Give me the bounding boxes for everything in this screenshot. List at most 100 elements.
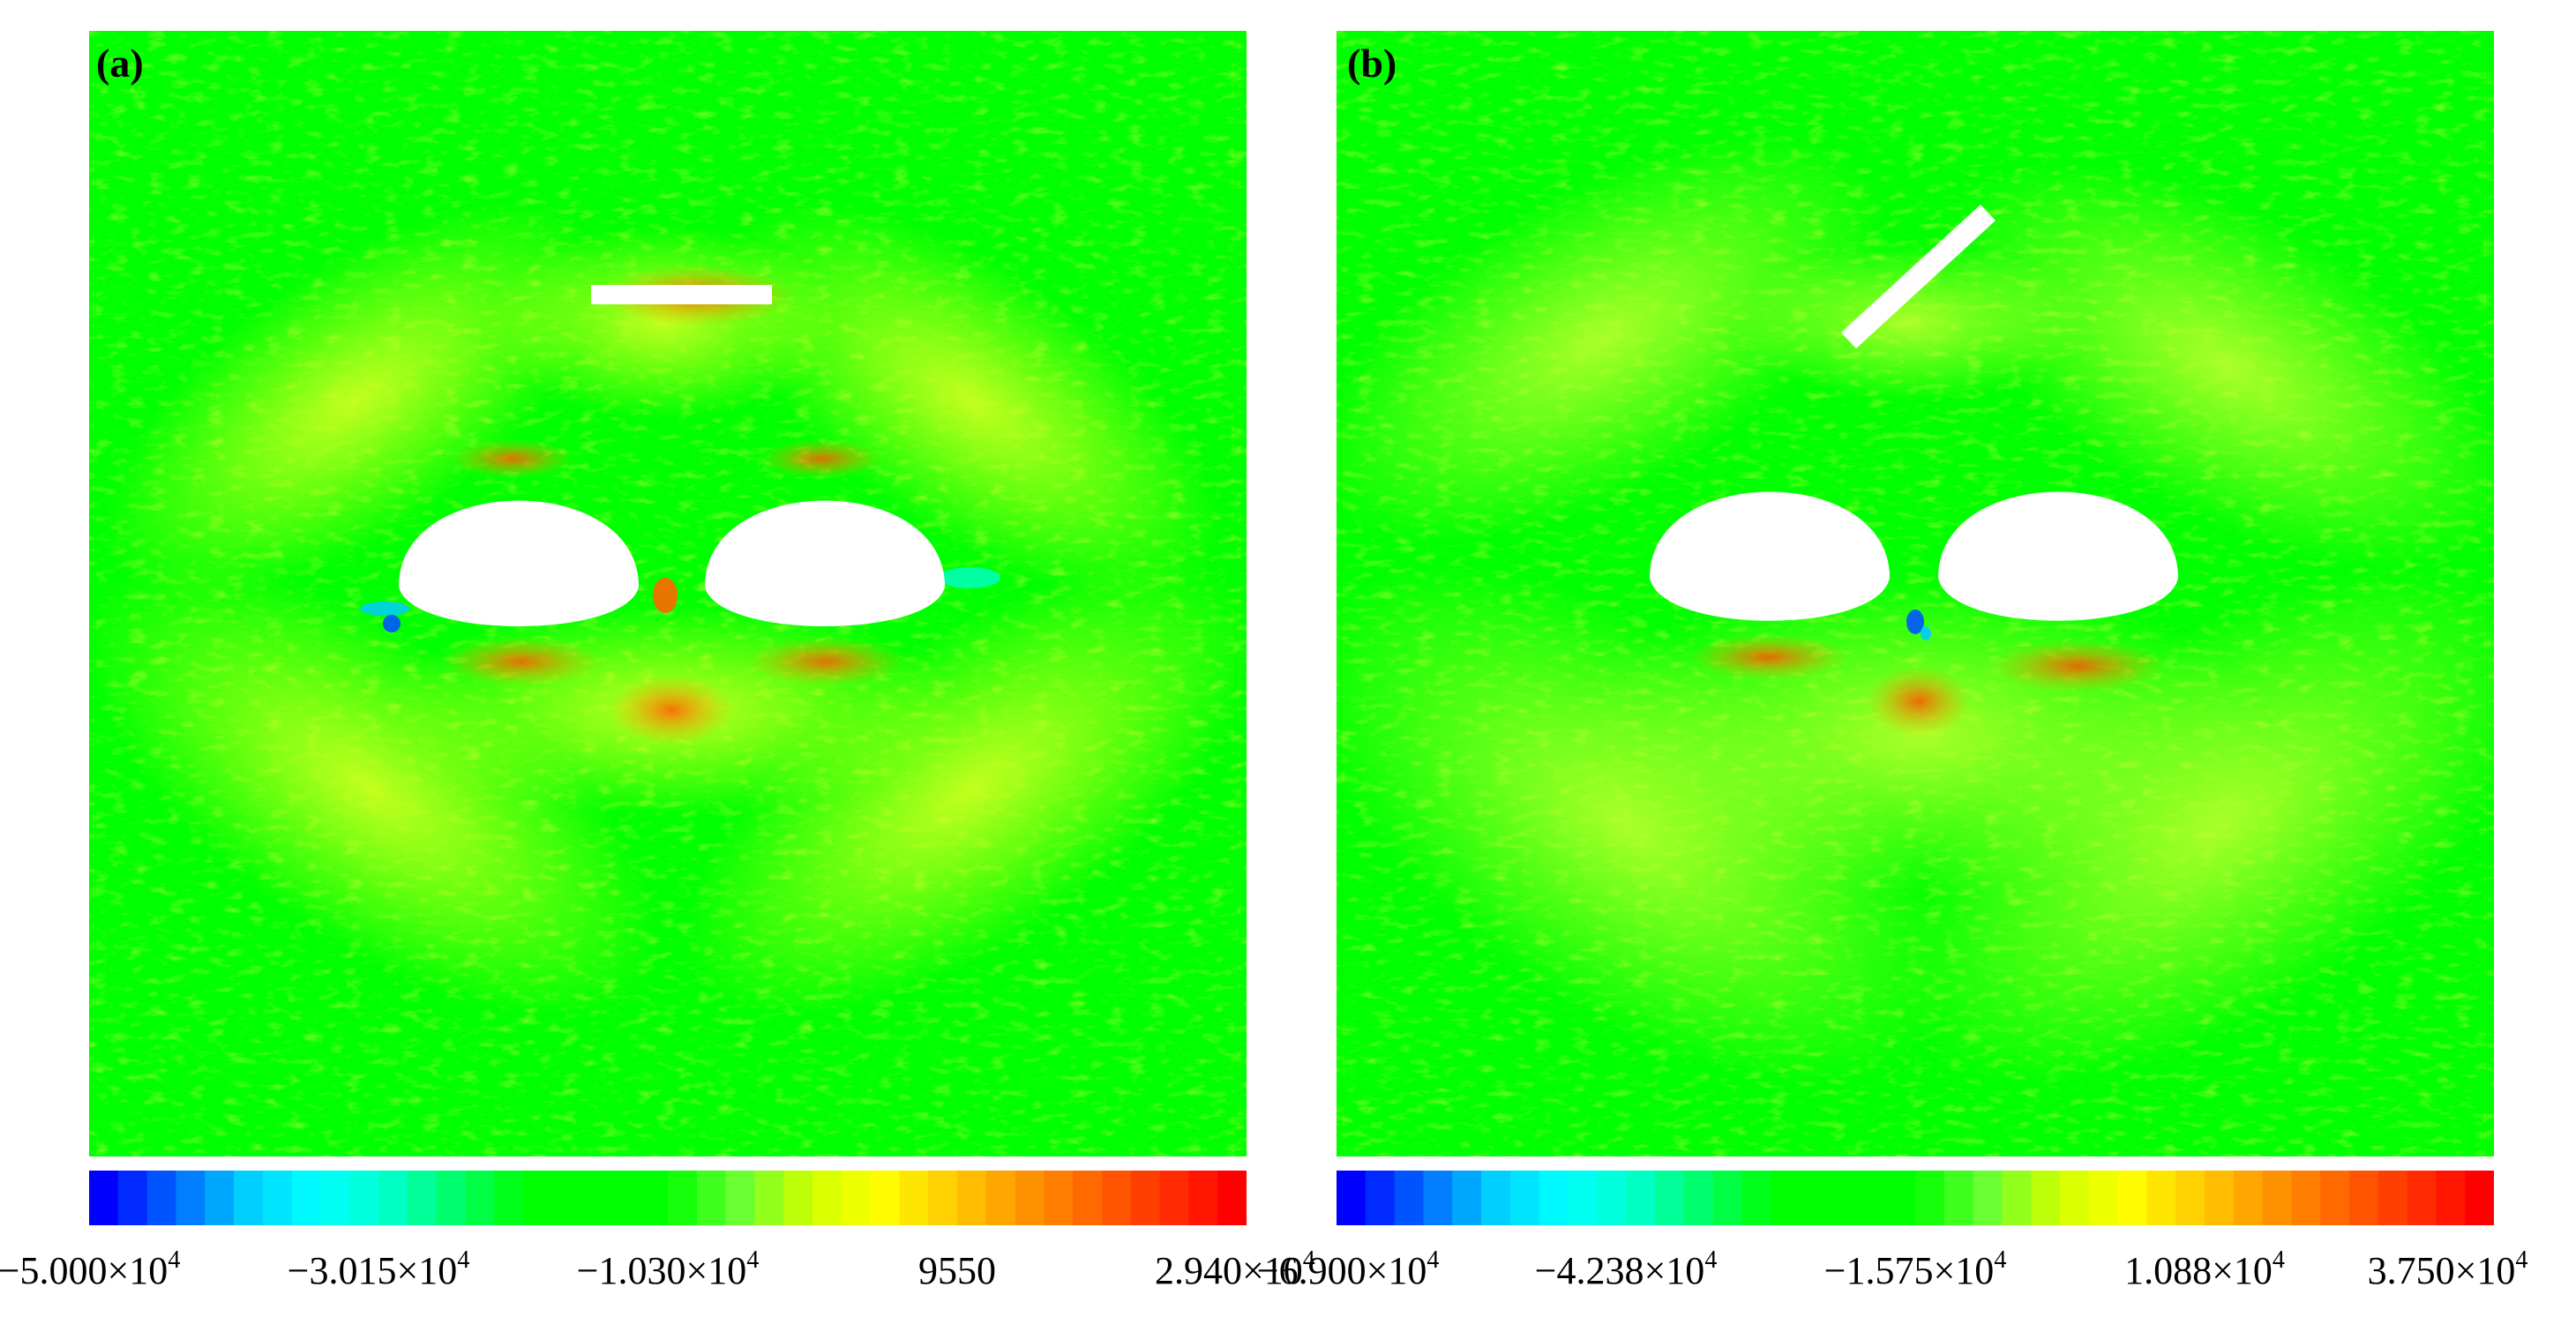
colorbar-segment [551,1171,582,1225]
colorbar-segment [668,1171,698,1225]
crack-a [591,285,772,304]
colorbar-segment [1597,1171,1627,1225]
colorbar-segment [1771,1171,1801,1225]
contour-panel-a: (a) [89,31,1247,1156]
colorbar-segment [1159,1171,1189,1225]
colorbar-segment [436,1171,466,1225]
colorbar-segment [1712,1171,1742,1225]
colorbar-segment [870,1171,900,1225]
colorbar-segment [2465,1171,2494,1225]
colorbar-tick-b-2: −1.575×104 [1823,1246,2007,1292]
colorbar-segment [639,1171,669,1225]
colorbar-segment [928,1171,958,1225]
colorbar-segment [1857,1171,1887,1225]
colorbar-segment [2233,1171,2264,1225]
colorbar-segment [1188,1171,1218,1225]
colorbar-segment [725,1171,755,1225]
colorbar-segment [1886,1171,1916,1225]
colorbar-tick-a-1: −3.015×104 [287,1246,470,1292]
colorbar-segment [1337,1171,1367,1225]
colorbar-tick-b-1: −4.238×104 [1534,1246,1718,1292]
colorbar-segment [610,1171,640,1225]
colorbar-segment [146,1171,176,1225]
panel-label-b: (b) [1347,41,1397,86]
colorbar-segment [523,1171,553,1225]
colorbar-segment [1828,1171,1858,1225]
contour-panel-b: (b) [1337,31,2494,1156]
colorbar-segment [176,1171,206,1225]
colorbar-segment [2291,1171,2321,1225]
colorbar-tick-a-3: 9550 [918,1249,996,1292]
colorbar-segment [899,1171,929,1225]
colorbar-segment [234,1171,264,1225]
colorbar-segment [1217,1171,1247,1225]
colorbar-segment [1481,1171,1511,1225]
colorbar-segment [1365,1171,1396,1225]
colorbar-segment [1423,1171,1453,1225]
colorbar-segment [378,1171,408,1225]
colorbar-segment [2146,1171,2176,1225]
colorbar-segment [1130,1171,1161,1225]
stress-contour-plot-a [89,31,1247,1156]
colorbar-segment [1073,1171,1103,1225]
colorbar-segment [1654,1171,1685,1225]
colorbar-segment [580,1171,610,1225]
colorbar-segment [494,1171,524,1225]
panel-label-a: (a) [96,41,144,86]
colorbar-segment [1799,1171,1830,1225]
colorbar-segment [2205,1171,2235,1225]
colorbar-segment [2407,1171,2437,1225]
colorbar-segment [1452,1171,1482,1225]
colorbar-segment [2349,1171,2379,1225]
colorbar-segment [2262,1171,2292,1225]
colorbar-segment [2031,1171,2061,1225]
colorbar-segment [2436,1171,2466,1225]
colorbar-b [1337,1171,2494,1225]
colorbar-segment [1102,1171,1132,1225]
colorbar-tick-b-0: −6.900×104 [1256,1246,1440,1292]
colorbar-segment [1915,1171,1945,1225]
colorbar-segment [2060,1171,2090,1225]
colorbar-segment [465,1171,495,1225]
colorbar-segment [2088,1171,2119,1225]
colorbar-segment [1044,1171,1074,1225]
colorbar-segment [89,1171,119,1225]
colorbar-segment [2175,1171,2205,1225]
tunnel-right-a [705,500,945,626]
colorbar-segment [2378,1171,2408,1225]
stress-contour-plot-b [1337,31,2494,1156]
colorbar-a [89,1171,1247,1225]
colorbar-segment [812,1171,842,1225]
colorbar-segment [1015,1171,1045,1225]
colorbar-segment [754,1171,784,1225]
colorbar-segment [291,1171,321,1225]
colorbar-segment [1394,1171,1424,1225]
colorbar-segment [262,1171,293,1225]
colorbar-segment [841,1171,872,1225]
colorbar-segment [1973,1171,2003,1225]
colorbar-ticks-b: −6.900×104 −4.238×104 −1.575×104 1.088×1… [1257,1246,2528,1299]
colorbar-tick-b-3: 1.088×104 [2124,1246,2285,1292]
colorbar-segment [205,1171,235,1225]
colorbar-segment [1626,1171,1656,1225]
tunnel-left-b [1650,491,1890,621]
colorbar-segment [1683,1171,1713,1225]
colorbar-segment [2117,1171,2147,1225]
colorbar-segment [117,1171,148,1225]
colorbar-gradient-b [1337,1171,2494,1225]
tunnel-left-a [399,500,639,626]
colorbar-segment [985,1171,1016,1225]
colorbar-segment [2320,1171,2350,1225]
colorbar-segment [1509,1171,1540,1225]
colorbar-tick-a-4: 2.940×104 [1154,1246,1315,1292]
colorbar-tick-a-2: −1.030×104 [576,1246,760,1292]
colorbar-segment [1539,1171,1569,1225]
colorbar-gradient-a [89,1171,1247,1225]
colorbar-segment [957,1171,987,1225]
colorbar-segment [1741,1171,1771,1225]
colorbar-tick-b-4: 3.750×104 [2367,1246,2528,1292]
colorbar-segment [407,1171,438,1225]
colorbar-segment [783,1171,813,1225]
colorbar-segment [349,1171,379,1225]
colorbar-segment [1943,1171,1974,1225]
